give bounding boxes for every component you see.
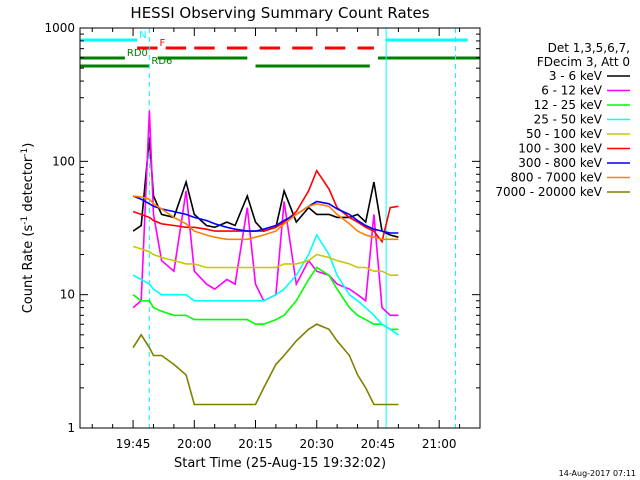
legend-label-8: 7000 - 20000 keV xyxy=(495,185,602,199)
y-axis-label-mid: detector xyxy=(21,156,36,216)
y-tick-label-3: 1000 xyxy=(44,21,75,35)
y-tick-label-1: 10 xyxy=(60,288,75,302)
y-tick-label-0: 1 xyxy=(67,421,75,435)
x-axis-ticks: 19:45 20:00 20:15 20:30 20:45 21:00 xyxy=(91,28,481,451)
legend-header-line-1: Det 1,3,5,6,7, xyxy=(548,41,630,55)
series-line-8 xyxy=(132,323,399,406)
flag-f-label: F xyxy=(160,38,166,49)
series-layer xyxy=(132,110,399,406)
chart-title: HESSI Observing Summary Count Rates xyxy=(130,4,429,22)
legend-label-7: 800 - 7000 keV xyxy=(511,171,603,185)
x-axis-label: Start Time (25-Aug-15 19:32:02) xyxy=(174,456,386,471)
y-tick-label-2: 100 xyxy=(52,154,75,168)
series-line-4 xyxy=(132,245,399,277)
flag-n-label: N xyxy=(139,30,146,41)
x-tick-label-2: 20:15 xyxy=(238,437,273,451)
series-line-5 xyxy=(132,168,399,244)
flag-rd6-label: RD6 xyxy=(151,56,172,67)
x-tick-label-4: 20:45 xyxy=(361,437,396,451)
x-tick-label-5: 21:00 xyxy=(422,437,457,451)
y-axis-ticks: 1 10 100 1000 xyxy=(44,21,480,435)
series-line-7 xyxy=(133,195,399,241)
legend-header-line-2: FDecim 3, Att 0 xyxy=(537,55,630,69)
series-line-2 xyxy=(132,266,399,331)
x-tick-label-3: 20:30 xyxy=(299,437,334,451)
y-axis-label-end: ) xyxy=(21,143,36,148)
legend-label-6: 300 - 800 keV xyxy=(518,156,602,170)
legend-label-5: 100 - 300 keV xyxy=(518,142,602,156)
series-line-3 xyxy=(132,233,399,336)
y-axis-label: Count Rate (s-1 detector-1) xyxy=(20,143,36,314)
series-line-6 xyxy=(132,195,399,234)
y-axis-label-sup1: -1 xyxy=(20,216,30,225)
legend-label-3: 25 - 50 keV xyxy=(534,113,603,127)
y-axis-label-main: Count Rate (s xyxy=(21,225,36,314)
plot-frame xyxy=(79,27,481,429)
x-tick-label-1: 20:00 xyxy=(177,437,212,451)
legend-label-4: 50 - 100 keV xyxy=(526,127,603,141)
legend-label-1: 6 - 12 keV xyxy=(541,84,603,98)
legend-label-2: 12 - 25 keV xyxy=(534,98,603,112)
legend-label-0: 3 - 6 keV xyxy=(549,69,603,83)
y-axis-label-sup2: -1 xyxy=(20,148,30,157)
x-tick-label-0: 19:45 xyxy=(116,437,151,451)
flag-rd0-label: RD0 xyxy=(127,48,148,59)
timestamp: 14-Aug-2017 07:11 xyxy=(559,469,636,478)
